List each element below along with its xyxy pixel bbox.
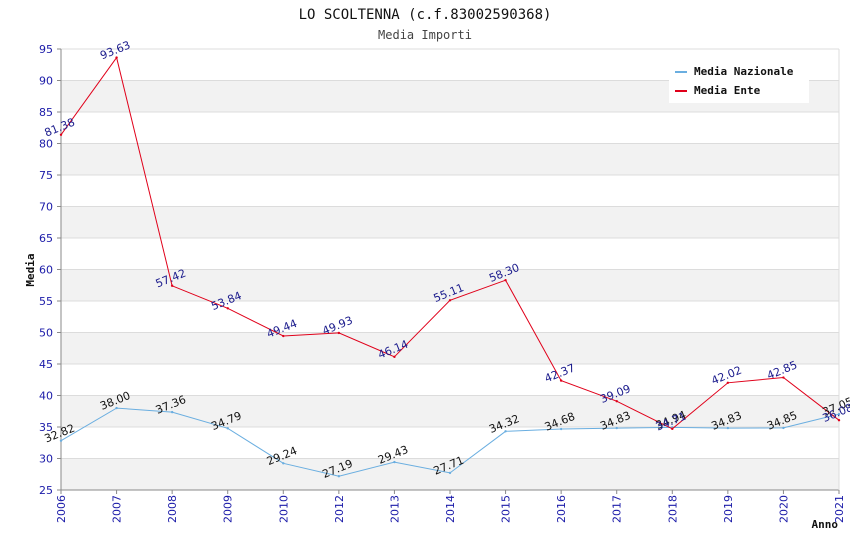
data-point xyxy=(170,410,174,414)
plot-band xyxy=(61,143,839,175)
y-axis: 25 30 35 40 45 50 55 60 65 70 75 80 85 90 95 xyxy=(39,43,62,497)
x-tick-label: 2020 xyxy=(777,495,790,523)
data-point xyxy=(170,284,174,287)
y-tick-label: 60 xyxy=(39,264,53,277)
y-tick-label: 85 xyxy=(39,106,53,119)
plot-band xyxy=(61,364,839,396)
x-tick-label: 2007 xyxy=(111,495,124,523)
data-point xyxy=(282,462,285,465)
data-point xyxy=(115,406,118,410)
data-point xyxy=(782,376,785,379)
plot-band xyxy=(61,427,839,459)
y-tick-label: 35 xyxy=(39,421,53,434)
y-tick-label: 55 xyxy=(39,295,53,308)
x-tick-label: 2016 xyxy=(555,495,568,523)
data-point xyxy=(559,427,563,431)
plot-band xyxy=(61,301,839,333)
data-point xyxy=(615,426,618,430)
data-point xyxy=(726,426,730,430)
x-tick-label: 2009 xyxy=(222,495,235,523)
legend-label: Media Nazionale xyxy=(694,65,794,78)
x-tick-label: 2015 xyxy=(500,495,513,523)
x-tick-label: 2012 xyxy=(333,495,346,523)
x-tick-label: 2021 xyxy=(833,495,846,523)
legend: Media Nazionale Media Ente xyxy=(669,59,809,103)
y-tick-label: 95 xyxy=(39,43,53,56)
x-tick-label: 2013 xyxy=(388,495,401,523)
x-tick-label: 2014 xyxy=(444,495,457,523)
y-tick-label: 25 xyxy=(39,484,53,497)
plot-background xyxy=(61,49,839,490)
x-tick-label: 2010 xyxy=(277,495,290,523)
plot-band xyxy=(61,332,839,364)
data-point xyxy=(393,355,396,359)
plot-band xyxy=(61,175,839,207)
data-point xyxy=(337,475,341,478)
data-point xyxy=(115,56,118,59)
grid-lines xyxy=(61,48,839,491)
data-point xyxy=(59,133,63,137)
data-point xyxy=(782,426,785,430)
data-point xyxy=(59,439,63,442)
legend-box xyxy=(669,59,809,103)
plot-band xyxy=(61,269,839,301)
plot-band xyxy=(61,112,839,144)
y-tick-label: 50 xyxy=(39,327,53,340)
plot-band xyxy=(61,206,839,238)
y-tick-label: 40 xyxy=(39,390,53,403)
data-point xyxy=(282,334,285,338)
y-axis-title: Media xyxy=(24,253,37,286)
x-axis-title: Anno xyxy=(812,518,839,531)
data-point xyxy=(226,307,229,310)
y-tick-label: 80 xyxy=(39,138,53,151)
plot-band xyxy=(61,458,839,490)
x-tick-label: 2006 xyxy=(55,495,68,523)
data-point xyxy=(615,400,618,403)
y-tick-label: 65 xyxy=(39,232,53,245)
data-point xyxy=(504,279,507,282)
data-point xyxy=(448,471,452,475)
x-tick-label: 2017 xyxy=(611,495,624,523)
data-point xyxy=(337,331,341,335)
y-tick-label: 75 xyxy=(39,169,53,182)
data-point xyxy=(559,379,563,382)
y-tick-label: 70 xyxy=(39,201,53,214)
x-tick-label: 2019 xyxy=(722,495,735,523)
data-point xyxy=(837,412,841,416)
y-tick-label: 90 xyxy=(39,75,53,88)
x-axis: 2006 2007 2008 2009 2010 2012 2013 2014 2015 2016… xyxy=(55,49,846,523)
y-tick-label: 45 xyxy=(39,358,53,371)
chart-title: LO SCOLTENNA (c.f.83002590368) xyxy=(299,7,552,23)
y-tick-label: 30 xyxy=(39,453,53,466)
data-point xyxy=(726,381,730,384)
data-point xyxy=(448,299,452,302)
plot-band xyxy=(61,238,839,270)
x-tick-label: 2018 xyxy=(666,495,679,523)
chart-subtitle: Media Importi xyxy=(378,28,472,42)
data-point xyxy=(504,430,507,433)
x-tick-label: 2008 xyxy=(166,495,179,523)
series-layer xyxy=(59,56,841,478)
data-point xyxy=(671,427,674,431)
data-point xyxy=(393,460,396,464)
data-point xyxy=(837,418,841,422)
plot-band xyxy=(61,395,839,427)
data-point xyxy=(226,427,229,430)
legend-label: Media Ente xyxy=(694,84,761,97)
